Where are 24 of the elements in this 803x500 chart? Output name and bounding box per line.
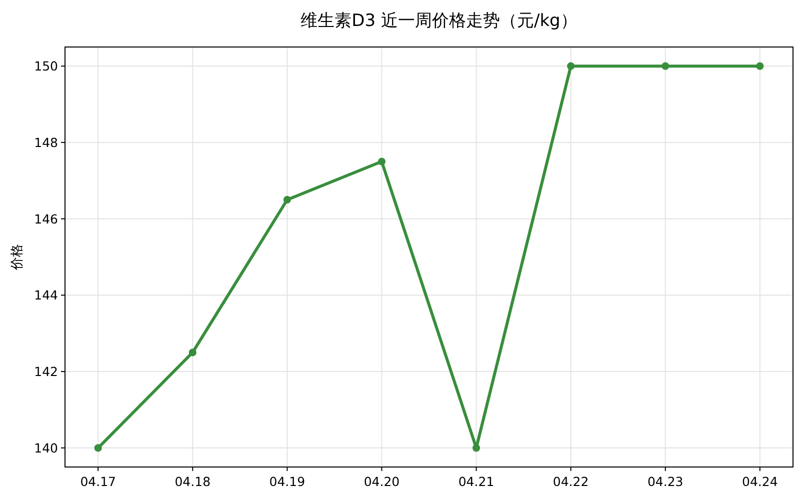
point [188,348,196,356]
point [662,62,670,70]
y-tick-label: 140 [34,440,58,456]
chart-title: 维生素D3 近一周价格走势（元/kg） [300,11,578,31]
x-tick-label: 04.21 [458,474,494,489]
x-tick-label: 04.20 [364,474,400,489]
y-axis-title: 价格 [10,244,25,271]
x-tick-label: 04.17 [80,474,116,489]
x-tick-label: 04.23 [647,474,684,489]
x-tick-label: 04.18 [174,474,211,489]
x-tick-label: 04.24 [742,474,778,489]
y-tick-label: 146 [34,211,58,226]
point [94,444,102,452]
point [472,444,480,452]
y-tick-label: 148 [34,134,58,150]
y-tick-label: 144 [34,288,58,303]
x-tick-label: 04.19 [269,474,306,489]
x-tick-label: 04.22 [552,474,589,489]
point [756,62,764,70]
point [567,62,575,70]
point [283,196,291,204]
y-tick-label: 142 [34,364,58,380]
y-tick-label: 150 [34,58,58,74]
point [378,158,386,166]
